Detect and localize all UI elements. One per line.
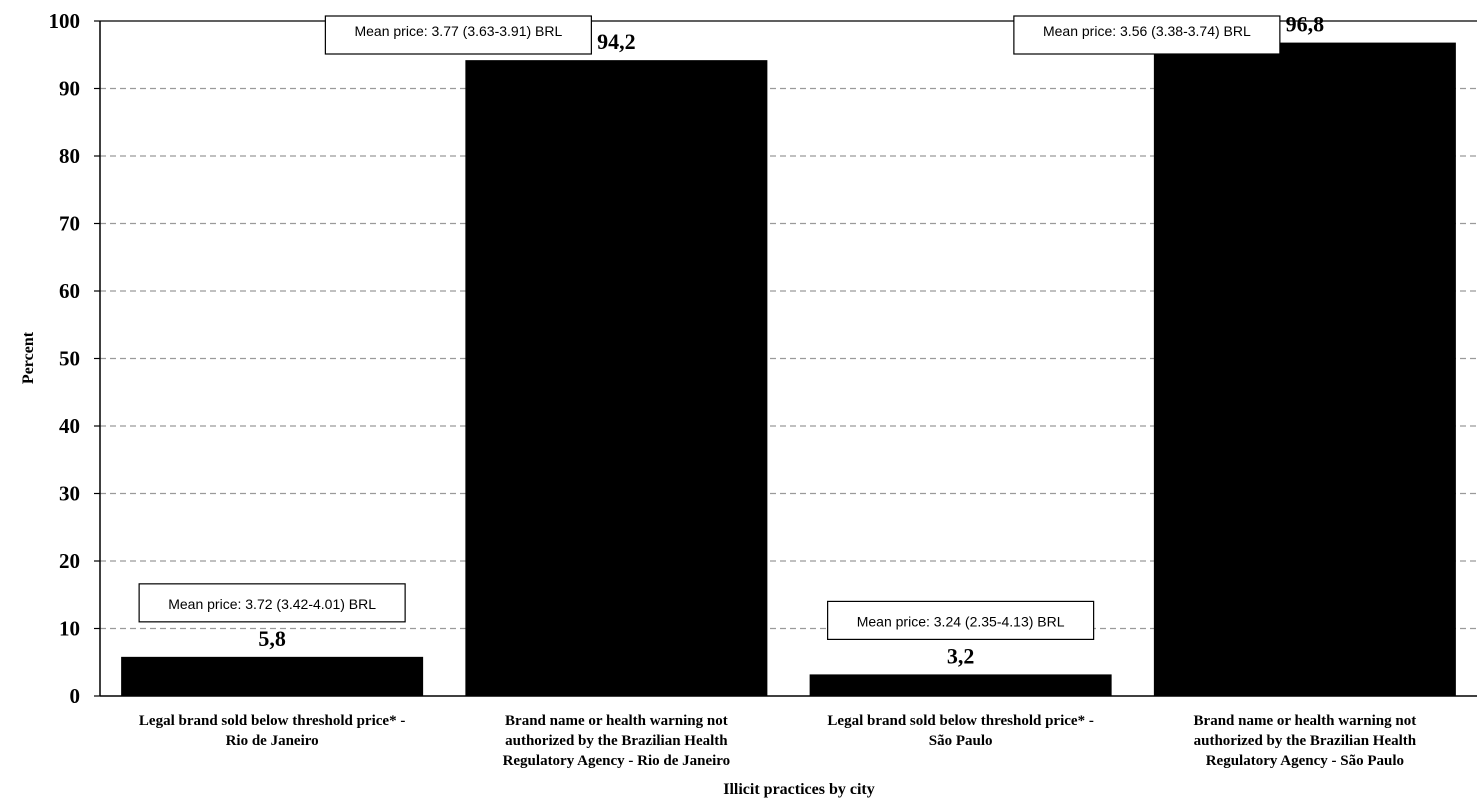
annotation-text: Mean price: 3.72 (3.42-4.01) BRL xyxy=(168,596,376,612)
y-tick-label: 70 xyxy=(59,212,80,236)
annotation-box xyxy=(827,600,1095,641)
y-tick-label: 40 xyxy=(59,414,80,438)
category-label-line: authorized by the Brazilian Health xyxy=(505,733,728,749)
category-label-line: São Paulo xyxy=(929,733,993,749)
bar xyxy=(1153,42,1456,697)
value-label: 94,2 xyxy=(597,29,636,54)
y-tick-labels: 0 10 20 30 40 50 60 70 80 90 100 xyxy=(49,9,81,708)
y-axis-title: Percent xyxy=(20,331,37,384)
category-label-line: Brand name or health warning not xyxy=(505,713,728,729)
category-labels: Legal brand sold below threshold price* … xyxy=(139,713,1417,769)
y-tick-label: 10 xyxy=(59,617,80,641)
category-label-line: Brand name or health warning not xyxy=(1194,713,1417,729)
y-tick-label: 90 xyxy=(59,77,80,101)
category-label: Legal brand sold below threshold price* … xyxy=(139,713,405,749)
y-tick-label: 100 xyxy=(49,9,81,33)
category-label-line: Rio de Janeiro xyxy=(226,733,319,749)
value-label: 96,8 xyxy=(1286,12,1325,37)
value-label: 5,8 xyxy=(258,626,286,651)
bar xyxy=(121,656,424,696)
y-tick-label: 50 xyxy=(59,347,80,371)
annotation-box xyxy=(1013,15,1281,55)
gridlines xyxy=(94,20,1477,697)
bar xyxy=(465,60,768,696)
category-label: Brand name or health warning not authoriz… xyxy=(503,713,731,769)
value-label: 3,2 xyxy=(947,643,975,668)
annotation-text: Mean price: 3.56 (3.38-3.74) BRL xyxy=(1043,23,1251,39)
annotation-text: Mean price: 3.77 (3.63-3.91) BRL xyxy=(354,23,562,39)
value-labels: 5,8 94,2 3,2 96,8 xyxy=(258,12,1324,669)
y-tick-label: 80 xyxy=(59,144,80,168)
bars xyxy=(121,42,1456,697)
bar xyxy=(809,674,1112,696)
y-tick-label: 60 xyxy=(59,279,80,303)
y-tick-label: 30 xyxy=(59,482,80,506)
category-label: Legal brand sold below threshold price* … xyxy=(827,713,1093,749)
annotation-text: Mean price: 3.24 (2.35-4.13) BRL xyxy=(857,613,1065,629)
x-axis-title: Illicit practices by city xyxy=(723,781,875,798)
annotations: Mean price: 3.72 (3.42-4.01) BRL Mean pri… xyxy=(138,15,1281,641)
annotation-box xyxy=(324,15,592,55)
category-label-line: Regulatory Agency - Rio de Janeiro xyxy=(503,753,731,769)
category-label: Brand name or health warning not authoriz… xyxy=(1194,713,1417,769)
category-label-line: authorized by the Brazilian Health xyxy=(1194,733,1417,749)
category-label-line: Legal brand sold below threshold price* … xyxy=(827,713,1093,729)
category-label-line: Regulatory Agency - São Paulo xyxy=(1206,753,1404,769)
category-label-line: Legal brand sold below threshold price* … xyxy=(139,713,405,729)
annotation-box xyxy=(138,583,406,623)
y-tick-label: 0 xyxy=(70,684,81,708)
y-tick-label: 20 xyxy=(59,549,80,573)
